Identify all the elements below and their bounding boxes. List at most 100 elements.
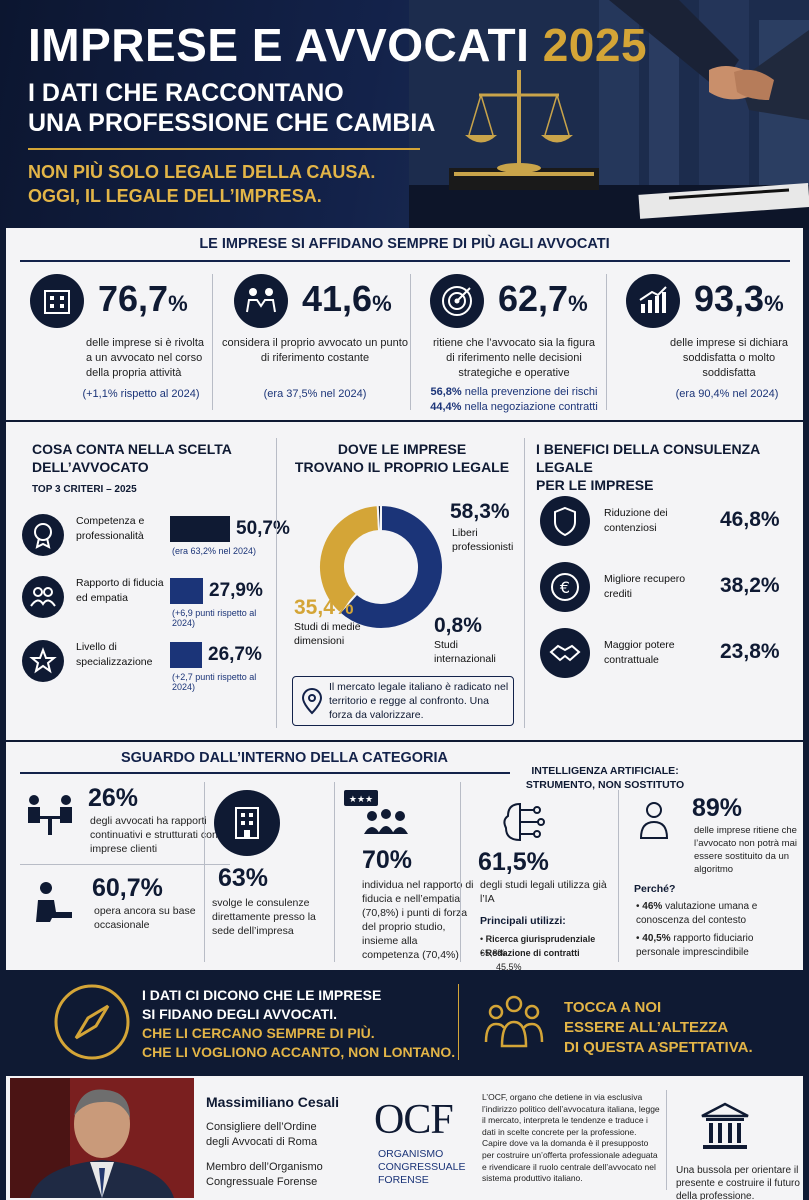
criterion-label: Competenza e professionalità [76, 515, 145, 542]
stat-d-value: 61,5% [478, 848, 549, 876]
divider [20, 772, 510, 774]
category-section: SGUARDO DALL’INTERNO DELLA CATEGORIA 26%… [6, 742, 803, 972]
divider [334, 782, 335, 962]
stat-desc: delle imprese si è rivolta a un avvocato… [86, 337, 204, 379]
euro-icon: € [540, 562, 590, 612]
stat-a1-text: degli avvocati ha rapporti continuativi … [90, 815, 229, 855]
benefit-label: Maggior potere contrattuale [604, 639, 675, 666]
divider [458, 984, 459, 1060]
page-subtitle: I DATI CHE RACCONTANO UNA PROFESSIONE CH… [28, 79, 436, 137]
stat-card-4: 93,3% delle imprese si dichiara soddisfa… [612, 268, 802, 413]
hero-illustration [409, 0, 809, 230]
reason-1: • 46% valutazione umana e conoscenza del… [636, 901, 758, 926]
divider [212, 274, 213, 410]
building-icon [30, 274, 84, 328]
criterion-value: 27,9% [209, 580, 263, 601]
shield-icon [540, 496, 590, 546]
section-title: LE IMPRESE SI AFFIDANO SEMPRE DI PIÙ AGL… [199, 236, 610, 252]
ai-brain-icon [503, 802, 545, 842]
criterion-label: Livello di specializzazione [76, 641, 153, 668]
tagline: NON PIÙ SOLO LEGALE DELLA CAUSA. OGGI, I… [28, 162, 376, 206]
divider [204, 782, 205, 962]
divider [460, 782, 461, 962]
divider [618, 790, 619, 962]
stat-a2-text: opera ancora su base occasionale [94, 905, 196, 931]
stat-d-text: degli studi legali utilizza già l’IA [480, 879, 607, 905]
person-icon [639, 802, 669, 839]
stat-c-text: individua nel rapporto di fiducia e nell… [362, 879, 474, 961]
author-name: Massimiliano Cesali [206, 1094, 340, 1110]
analysis-section: COSA CONTA NELLA SCELTA DELL’AVVOCATO TOP… [6, 422, 803, 740]
stat-sub-2: 44,4% nella negoziazione contratti [430, 401, 598, 413]
criterion-value: 50,7% [236, 518, 290, 539]
criterion-1: Competenza e professionalità 50,7% (era … [22, 510, 290, 566]
title-rule [28, 148, 420, 150]
stat-card-2: 41,6% considera il proprio avvocato un p… [220, 268, 410, 413]
slice-studi-medie [318, 504, 381, 615]
stat-e-value: 89% [692, 794, 743, 822]
reason-2: • 40,5% rapporto fiduciario personale im… [636, 933, 754, 958]
callout-box: Il mercato legale italiano è radicato ne… [292, 676, 514, 726]
criterion-value: 26,7% [208, 644, 262, 665]
handshake-people-icon [234, 274, 288, 328]
stat-note: (era 90,4% nel 2024) [675, 388, 779, 400]
benefit-value: 38,2% [720, 574, 780, 597]
criteria-subtitle: TOP 3 CRITERI – 2025 [32, 484, 137, 495]
courthouse-icon [701, 1102, 749, 1149]
slice-label-intl-value: 0,8% [434, 614, 482, 637]
svg-text:★★★: ★★★ [349, 795, 373, 805]
stats-section: LE IMPRESE SI AFFIDANO SEMPRE DI PIÙ AGL… [6, 228, 803, 420]
stat-c-value: 70% [362, 846, 413, 874]
benefit-label: Migliore recupero crediti [604, 573, 686, 600]
slice-label-medie: Studi di medie dimensioni [294, 621, 361, 647]
hero-header: IMPRESE E AVVOCATI 2025 I DATI CHE RACCO… [0, 0, 809, 230]
slice-label-liberi: Liberi professionisti [452, 527, 514, 553]
slice-label-medie-value: 35,4% [294, 596, 354, 619]
handshake-icon [540, 628, 590, 678]
office-building-icon [214, 790, 280, 856]
star-icon [22, 640, 64, 682]
footer: Massimiliano Cesali Consigliere dell’Ord… [6, 1076, 803, 1200]
stat-e-text: delle imprese ritiene che l’avvocato non… [694, 825, 797, 875]
ai-title: INTELLIGENZA ARTIFICIALE: STRUMENTO, NON … [525, 765, 685, 791]
benefit-3: Maggior potere contrattuale 23,8% [540, 628, 790, 688]
stat-note: (era 37,5% nel 2024) [263, 388, 367, 400]
slice-label-intl: Studi internazionali [434, 639, 496, 665]
divider [20, 260, 790, 262]
divider [276, 438, 277, 728]
donut-chart [318, 503, 444, 630]
stat-value: 62,7% [498, 278, 588, 319]
divider [606, 274, 607, 410]
desk-worker-icon [36, 882, 72, 922]
stat-value: 93,3% [694, 278, 784, 319]
where-title: DOVE LE IMPRESE TROVANO IL PROPRIO LEGALE [294, 441, 510, 475]
criterion-note: (+2,7 punti rispetto al 2024) [172, 672, 257, 692]
divider [20, 864, 230, 865]
banner-text-white: I DATI CI DICONO CHE LE IMPRESE SI FIDANO… [142, 987, 382, 1022]
ocf-description: L’OCF, organo che detiene in via esclusi… [482, 1092, 660, 1184]
slice-liberi-professionisti [338, 503, 444, 630]
stat-b-value: 63% [218, 864, 269, 892]
stat-b-text: svolge le consulenze direttamente presso… [212, 897, 316, 937]
page-title: IMPRESE E AVVOCATI 2025 [28, 19, 648, 71]
ai-use-1: • Ricerca giurisprudenziale 65,8% [480, 934, 596, 958]
slice-studi-internazionali [376, 503, 382, 533]
target-icon [430, 274, 484, 328]
ocf-logo-subtitle: ORGANISMO CONGRESSUALE FORENSE [378, 1148, 466, 1186]
stat-desc: considera il proprio avvocato un punto d… [222, 337, 408, 364]
stat-value: 41,6% [302, 278, 392, 319]
criterion-bar [170, 516, 230, 542]
stat-a1-value: 26% [88, 784, 139, 812]
banner-call-to-action: TOCCA A NOI ESSERE ALL’ALTEZZA DI QUESTA A… [564, 999, 753, 1056]
stat-desc: delle imprese si dichiara soddisfatta o … [670, 337, 788, 379]
criterion-label: Rapporto di fiducia ed empatia [76, 577, 164, 604]
benefits-title: I BENEFICI DELLA CONSULENZA LEGALE PER LE… [536, 441, 760, 493]
svg-text:€: € [560, 578, 570, 597]
meeting-icon [28, 795, 72, 835]
benefit-label: Riduzione dei contenziosi [604, 507, 668, 534]
stat-desc: ritiene che l’avvocato sia la figura di … [432, 337, 596, 379]
banner-text-gold: CHE LI CERCANO SEMPRE DI PIÙ. CHE LI VOGL… [142, 1025, 456, 1060]
ocf-logo: OCF [374, 1097, 454, 1143]
stat-value: 76,7% [98, 278, 188, 319]
criterion-bar [170, 578, 203, 604]
